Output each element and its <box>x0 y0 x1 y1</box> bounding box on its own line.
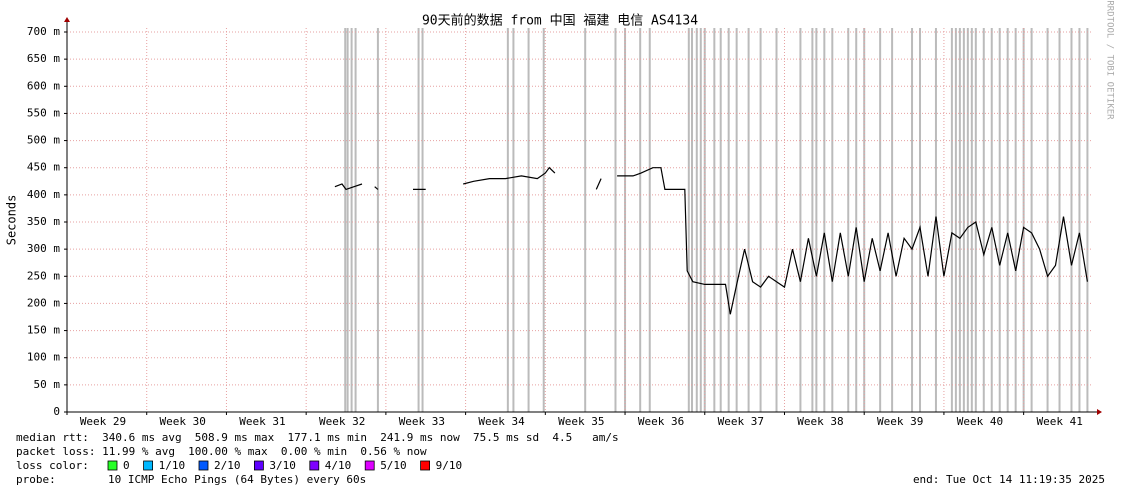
y-tick-label: 0 <box>53 405 60 418</box>
x-tick-label: Week 29 <box>80 415 126 428</box>
legend-swatch <box>309 460 320 471</box>
x-tick-label: Week 32 <box>319 415 365 428</box>
y-tick-label: 200 m <box>27 296 60 309</box>
y-tick-label: 150 m <box>27 324 60 337</box>
y-tick-label: 400 m <box>27 188 60 201</box>
probe: 10 ICMP Echo Pings (64 Bytes) every 60s <box>108 473 366 486</box>
watermark: RRDTOOL / TOBI OETIKER <box>1105 0 1115 120</box>
legend-label: 1/10 <box>159 459 186 472</box>
y-axis-label: Seconds <box>5 195 19 246</box>
legend-swatch <box>253 460 264 471</box>
end-time: end: Tue Oct 14 11:19:35 2025 <box>913 473 1105 486</box>
x-tick-label: Week 37 <box>718 415 764 428</box>
y-tick-label: 550 m <box>27 106 60 119</box>
x-tick-label: Week 38 <box>797 415 843 428</box>
x-tick-label: Week 31 <box>239 415 285 428</box>
loss-color-label: loss color: <box>16 459 89 472</box>
y-tick-label: 450 m <box>27 161 60 174</box>
legend-label: 5/10 <box>380 459 407 472</box>
x-tick-label: Week 33 <box>399 415 445 428</box>
legend-label: 0 <box>123 459 130 472</box>
y-tick-label: 700 m <box>27 25 60 38</box>
probe-label: probe: <box>16 473 56 486</box>
x-tick-label: Week 40 <box>957 415 1003 428</box>
legend-label: 9/10 <box>436 459 463 472</box>
rtt-line <box>334 166 1088 315</box>
y-tick-label: 350 m <box>27 215 60 228</box>
y-tick-label: 500 m <box>27 134 60 147</box>
chart-title: 90天前的数据 from 中国 福建 电信 AS4134 <box>422 13 698 29</box>
x-tick-label: Week 36 <box>638 415 684 428</box>
stats-line: packet loss: 11.99 % avg 100.00 % max 0.… <box>16 445 427 458</box>
y-axis-arrow <box>64 17 70 22</box>
x-tick-label: Week 34 <box>478 415 525 428</box>
legend-swatch <box>198 460 209 471</box>
stats-line: median rtt: 340.6 ms avg 508.9 ms max 17… <box>16 431 619 444</box>
x-tick-label: Week 39 <box>877 415 923 428</box>
x-tick-label: Week 35 <box>558 415 604 428</box>
y-tick-label: 250 m <box>27 269 60 282</box>
legend-swatch <box>364 460 375 471</box>
legend-swatch <box>143 460 154 471</box>
x-axis-arrow <box>1097 409 1102 415</box>
legend-label: 2/10 <box>214 459 241 472</box>
x-tick-label: Week 30 <box>160 415 206 428</box>
y-tick-label: 600 m <box>27 79 60 92</box>
legend-swatch <box>107 460 118 471</box>
legend-label: 3/10 <box>269 459 296 472</box>
y-tick-label: 100 m <box>27 351 60 364</box>
y-tick-label: 650 m <box>27 52 60 65</box>
y-tick-label: 300 m <box>27 242 60 255</box>
legend-label: 4/10 <box>325 459 352 472</box>
y-tick-label: 50 m <box>34 378 61 391</box>
legend-swatch <box>420 460 431 471</box>
x-tick-label: Week 41 <box>1036 415 1082 428</box>
